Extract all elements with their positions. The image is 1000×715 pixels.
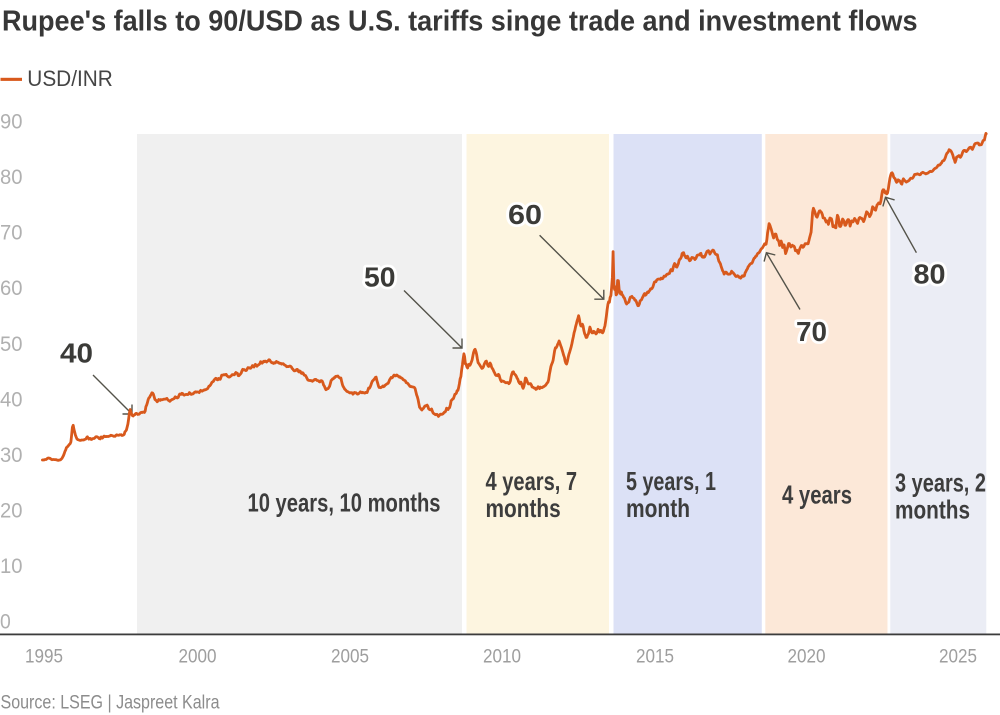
svg-text:40: 40 xyxy=(0,388,23,411)
svg-text:0: 0 xyxy=(0,611,11,634)
svg-text:2015: 2015 xyxy=(636,645,674,667)
svg-text:4 years, 7: 4 years, 7 xyxy=(486,466,578,496)
svg-text:70: 70 xyxy=(0,222,23,245)
svg-text:Source: LSEG | Jaspreet Kalra: Source: LSEG | Jaspreet Kalra xyxy=(1,693,220,714)
svg-text:60: 60 xyxy=(508,199,542,230)
svg-text:80: 80 xyxy=(914,259,946,290)
svg-text:10: 10 xyxy=(0,555,23,578)
svg-text:months: months xyxy=(895,495,970,525)
svg-text:5 years, 1: 5 years, 1 xyxy=(626,466,716,496)
svg-text:month: month xyxy=(626,493,690,523)
svg-text:60: 60 xyxy=(0,277,23,300)
svg-text:1995: 1995 xyxy=(25,645,63,667)
svg-text:months: months xyxy=(486,493,561,523)
svg-text:Rupee's falls to 90/USD as U.S: Rupee's falls to 90/USD as U.S. tariffs … xyxy=(2,6,918,38)
svg-text:40: 40 xyxy=(60,337,93,368)
svg-text:90: 90 xyxy=(0,111,23,134)
svg-text:USD/INR: USD/INR xyxy=(27,66,113,91)
svg-text:2020: 2020 xyxy=(788,645,826,667)
svg-text:10 years, 10 months: 10 years, 10 months xyxy=(248,488,441,518)
svg-text:2025: 2025 xyxy=(939,645,977,667)
svg-text:3 years, 2: 3 years, 2 xyxy=(895,468,986,498)
svg-text:2000: 2000 xyxy=(179,645,217,667)
svg-text:2010: 2010 xyxy=(483,645,521,667)
svg-text:50: 50 xyxy=(364,262,396,293)
svg-text:70: 70 xyxy=(796,316,827,347)
svg-text:50: 50 xyxy=(0,333,23,356)
svg-text:20: 20 xyxy=(0,499,23,522)
svg-text:80: 80 xyxy=(0,166,23,189)
svg-text:4 years: 4 years xyxy=(782,480,852,510)
svg-text:30: 30 xyxy=(0,444,23,467)
svg-text:2005: 2005 xyxy=(331,645,369,667)
